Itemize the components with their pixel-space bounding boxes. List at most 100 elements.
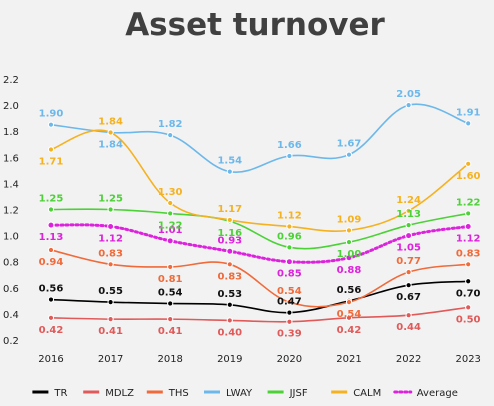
data-point-ths: [226, 261, 233, 268]
data-label-lway: 1.82: [158, 119, 183, 130]
data-point-mdlz: [345, 314, 353, 321]
x-tick-label: 2022: [396, 354, 421, 365]
data-point-ths: [286, 299, 293, 306]
y-axis: 0.2 0.4 0.6 0.8 1.0 1.2 1.4 1.6 1.8 2.0 2.2: [3, 75, 19, 347]
data-label-ths: 0.54: [277, 286, 302, 297]
series-line-mdlz: [50, 306, 469, 323]
data-label-ths: 0.83: [217, 271, 242, 282]
y-tick-label: 1.4: [3, 179, 19, 190]
data-label-calm: 1.30: [158, 187, 183, 198]
data-label-jjsf: 1.00: [337, 249, 362, 260]
legend-item-tr: TR: [32, 388, 68, 399]
y-tick-label: 1.8: [3, 127, 19, 138]
data-label-lway: 1.54: [217, 156, 242, 167]
y-tick-label: 2.0: [3, 101, 19, 112]
data-label-lway: 1.91: [456, 107, 481, 118]
data-label-average: 1.12: [98, 233, 123, 244]
data-point-jjsf: [47, 206, 55, 213]
data-point-lway: [286, 152, 293, 160]
data-point-lway: [465, 120, 472, 127]
y-tick-label: 0.4: [3, 310, 19, 321]
data-label-average: 0.93: [217, 235, 242, 246]
data-label-calm: 1.24: [396, 195, 421, 206]
data-point-average: [464, 222, 472, 230]
data-label-calm: 1.71: [39, 156, 64, 167]
data-label-mdlz: 0.42: [39, 325, 64, 336]
data-label-calm: 1.84: [98, 117, 123, 128]
data-label-ths: 0.94: [39, 257, 64, 268]
data-point-ths: [345, 299, 353, 306]
legend-item-jjsf: JJSF: [267, 388, 308, 399]
data-point-calm: [107, 129, 114, 136]
legend-item-calm: CALM: [331, 388, 381, 399]
data-point-tr: [107, 299, 114, 306]
data-label-tr: 0.47: [277, 297, 302, 308]
series-line-tr: [50, 280, 469, 314]
data-point-lway: [167, 132, 174, 139]
data-label-mdlz: 0.40: [217, 327, 242, 338]
data-label-lway: 1.66: [277, 140, 302, 151]
legend-item-average: Average: [393, 388, 458, 399]
data-label-tr: 0.70: [456, 288, 481, 299]
data-point-tr: [226, 301, 233, 308]
x-tick-label: 2023: [455, 354, 480, 365]
data-point-calm: [405, 207, 412, 214]
data-point-mdlz: [465, 304, 472, 311]
data-point-mdlz: [107, 316, 114, 323]
series-line-jjsf: [50, 208, 469, 250]
data-labels: 0.42 0.56 0.94 1.13 1.25 1.71 1.90 0.41 0.55 0.83…: [39, 89, 481, 340]
x-tick-label: 2017: [98, 354, 123, 365]
data-label-lway: 1.67: [337, 139, 362, 150]
data-label-mdlz: 0.41: [98, 326, 123, 337]
data-label-ths: 0.54: [337, 309, 362, 320]
data-point-calm: [226, 216, 233, 224]
series-line-average: [49, 223, 470, 264]
data-point-tr: [286, 309, 293, 316]
data-label-ths: 0.77: [396, 256, 421, 267]
data-label-jjsf: 1.22: [456, 197, 481, 208]
data-label-mdlz: 0.44: [396, 322, 421, 333]
data-point-average: [47, 221, 55, 229]
data-point-average: [405, 232, 413, 240]
data-label-ths: 0.83: [456, 248, 481, 259]
x-tick-label: 2019: [217, 354, 242, 365]
data-label-average: 1.13: [39, 232, 64, 243]
legend-item-mdlz: MDLZ: [83, 388, 134, 399]
data-label-average: 1.12: [456, 233, 481, 244]
data-label-lway: 1.84: [98, 140, 123, 151]
data-point-tr: [167, 300, 174, 307]
data-label-jjsf: 1.13: [396, 209, 421, 220]
data-point-ths: [405, 269, 412, 276]
data-point-mdlz: [167, 316, 174, 323]
legend-label: LWAY: [226, 388, 253, 399]
data-point-calm: [286, 223, 293, 230]
x-tick-label: 2020: [277, 354, 302, 365]
data-label-tr: 0.54: [158, 287, 183, 298]
data-label-tr: 0.67: [396, 292, 421, 303]
data-label-jjsf: 1.25: [98, 194, 123, 205]
data-label-average: 1.01: [158, 225, 183, 236]
data-label-mdlz: 0.39: [277, 329, 302, 340]
y-tick-label: 1.6: [3, 153, 19, 164]
legend: TR MDLZ THS LWAY JJSF CALM Average: [32, 388, 458, 399]
data-point-tr: [465, 278, 472, 285]
legend-label: CALM: [353, 388, 381, 399]
data-label-average: 0.88: [337, 265, 362, 276]
data-point-mdlz: [47, 314, 55, 321]
data-point-mdlz: [226, 317, 233, 324]
data-point-average: [285, 258, 293, 266]
data-point-jjsf: [405, 222, 412, 229]
y-tick-label: 0.2: [3, 336, 19, 347]
data-label-ths: 0.83: [98, 248, 123, 259]
data-label-mdlz: 0.42: [337, 325, 362, 336]
chart-title: Asset turnover: [125, 7, 385, 43]
y-tick-label: 1.2: [3, 206, 19, 217]
data-label-tr: 0.55: [98, 286, 123, 297]
series-line-ths: [50, 249, 469, 308]
y-tick-label: 0.6: [3, 284, 19, 295]
data-label-jjsf: 1.16: [217, 228, 242, 239]
legend-label: THS: [168, 388, 189, 399]
legend-label: JJSF: [289, 388, 308, 399]
data-label-calm: 1.12: [277, 210, 302, 221]
